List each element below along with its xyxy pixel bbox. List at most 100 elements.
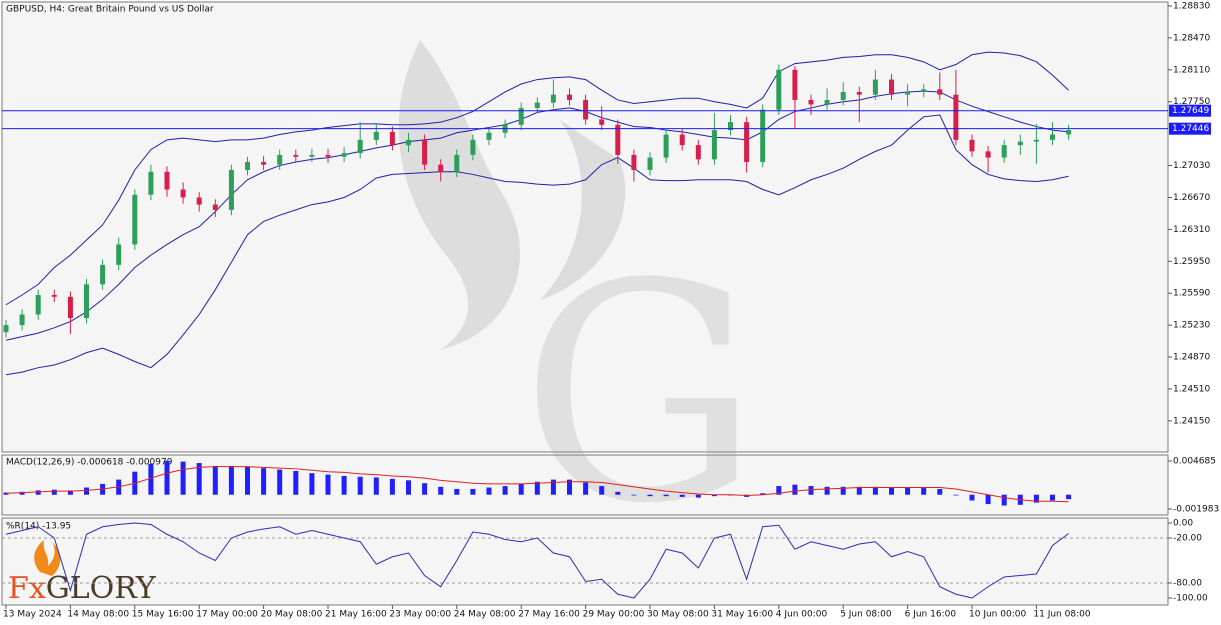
- x-tick-label: 10 Jun 00:00: [969, 610, 1026, 620]
- macd-bar: [808, 486, 814, 495]
- candle-body: [84, 284, 89, 319]
- macd-bar: [341, 476, 347, 495]
- candle-body: [293, 154, 299, 157]
- candle-body: [921, 89, 927, 92]
- macd-bar: [84, 487, 89, 495]
- macd-bar: [357, 476, 363, 495]
- candle-body: [341, 153, 347, 157]
- macd-bar: [921, 487, 927, 495]
- macd-bar: [277, 469, 283, 495]
- macd-bar: [518, 483, 524, 495]
- macd-bar: [969, 494, 975, 501]
- candle-body: [67, 296, 73, 319]
- candle-body: [406, 139, 411, 146]
- candle-body: [663, 134, 669, 158]
- macd-bar: [164, 460, 170, 495]
- macd-bar: [1033, 494, 1039, 503]
- candle-body: [309, 154, 315, 157]
- candle-body: [1066, 130, 1072, 135]
- band-lower: [5, 114, 1069, 376]
- macd-bar: [1050, 494, 1055, 501]
- macd-bar: [1001, 494, 1007, 506]
- y-tick-label: 1.27030: [1173, 161, 1210, 171]
- macd-bar: [824, 486, 830, 495]
- candle-body: [51, 294, 57, 297]
- candle-body: [760, 109, 766, 163]
- y-tick-label: 1.24510: [1173, 384, 1210, 394]
- x-tick-label: 13 May 2024: [3, 610, 62, 620]
- candle-body: [792, 69, 798, 100]
- y-tick-label: 1.25230: [1173, 321, 1210, 331]
- macd-bar: [148, 463, 154, 495]
- signal-line: [5, 466, 1069, 503]
- candle-body: [35, 294, 41, 315]
- macd-bar: [711, 494, 717, 497]
- macd-bar: [663, 494, 669, 497]
- y-tick-label: -20.00: [1173, 534, 1202, 544]
- macd-bar: [615, 491, 621, 495]
- candle-body: [969, 139, 975, 152]
- x-tick-label: 21 May 16:00: [325, 610, 387, 620]
- macd-bar: [309, 473, 315, 495]
- macd-bar: [454, 488, 460, 495]
- macd-bar: [212, 465, 218, 495]
- macd-bar: [293, 470, 299, 495]
- candle-body: [889, 79, 894, 95]
- macd-bar: [502, 486, 508, 495]
- candle-body: [164, 171, 170, 190]
- x-tick-label: 23 May 00:00: [389, 610, 451, 620]
- x-tick-label: 11 Jun 08:00: [1033, 610, 1090, 620]
- candle-body: [647, 157, 653, 170]
- macd-bar: [889, 487, 894, 495]
- macd-bar: [228, 465, 234, 495]
- candle-body: [711, 130, 717, 160]
- candle-body: [840, 91, 846, 100]
- macd-bar: [325, 474, 331, 495]
- svg-text:G: G: [520, 220, 760, 569]
- candle-body: [808, 99, 814, 105]
- wpr-line: [5, 522, 1069, 599]
- logo-part: Fx: [8, 571, 46, 606]
- candle-body: [631, 154, 637, 170]
- y-tick-label: 1.28110: [1173, 65, 1210, 75]
- candle-body: [534, 102, 540, 108]
- macd-bar: [180, 461, 186, 495]
- y-tick-label: 0.00: [1173, 519, 1193, 529]
- macd-bar: [19, 491, 25, 495]
- candle-body: [116, 244, 122, 265]
- x-tick-label: 14 May 08:00: [67, 610, 129, 620]
- macd-bar: [985, 494, 991, 505]
- candle-body: [937, 89, 943, 95]
- macd-bar: [953, 494, 959, 496]
- y-tick-label: 1.28830: [1173, 1, 1210, 11]
- candle-body: [19, 314, 25, 326]
- y-tick-label: 1.26310: [1173, 225, 1210, 235]
- candle-body: [856, 91, 862, 95]
- macd-bar: [760, 493, 766, 495]
- candle-body: [422, 139, 428, 165]
- x-tick-label: 30 May 08:00: [647, 610, 709, 620]
- price-panel: [1, 1, 1169, 453]
- candle-body: [486, 132, 492, 140]
- macd-bar: [373, 477, 379, 495]
- macd-bar: [840, 486, 846, 495]
- macd-bar: [51, 489, 57, 495]
- logo-flame: [34, 540, 61, 576]
- candle-body: [196, 197, 202, 205]
- candle-body: [261, 162, 267, 165]
- candle-body: [615, 124, 621, 155]
- macd-bar: [3, 492, 9, 495]
- candle-body: [438, 164, 444, 172]
- macd-bar: [389, 478, 395, 495]
- macd-bar: [856, 486, 862, 495]
- price-label: 1.27649: [1172, 106, 1209, 116]
- macd-bar: [631, 494, 637, 496]
- candle-body: [228, 169, 234, 210]
- candle-body: [728, 122, 733, 131]
- candle-body: [212, 204, 218, 210]
- candle-body: [373, 131, 379, 140]
- logo-part: GLORY: [46, 571, 157, 606]
- macd-bar: [599, 486, 605, 495]
- macd-bar: [534, 481, 540, 495]
- y-tick-label: 1.26670: [1173, 193, 1210, 203]
